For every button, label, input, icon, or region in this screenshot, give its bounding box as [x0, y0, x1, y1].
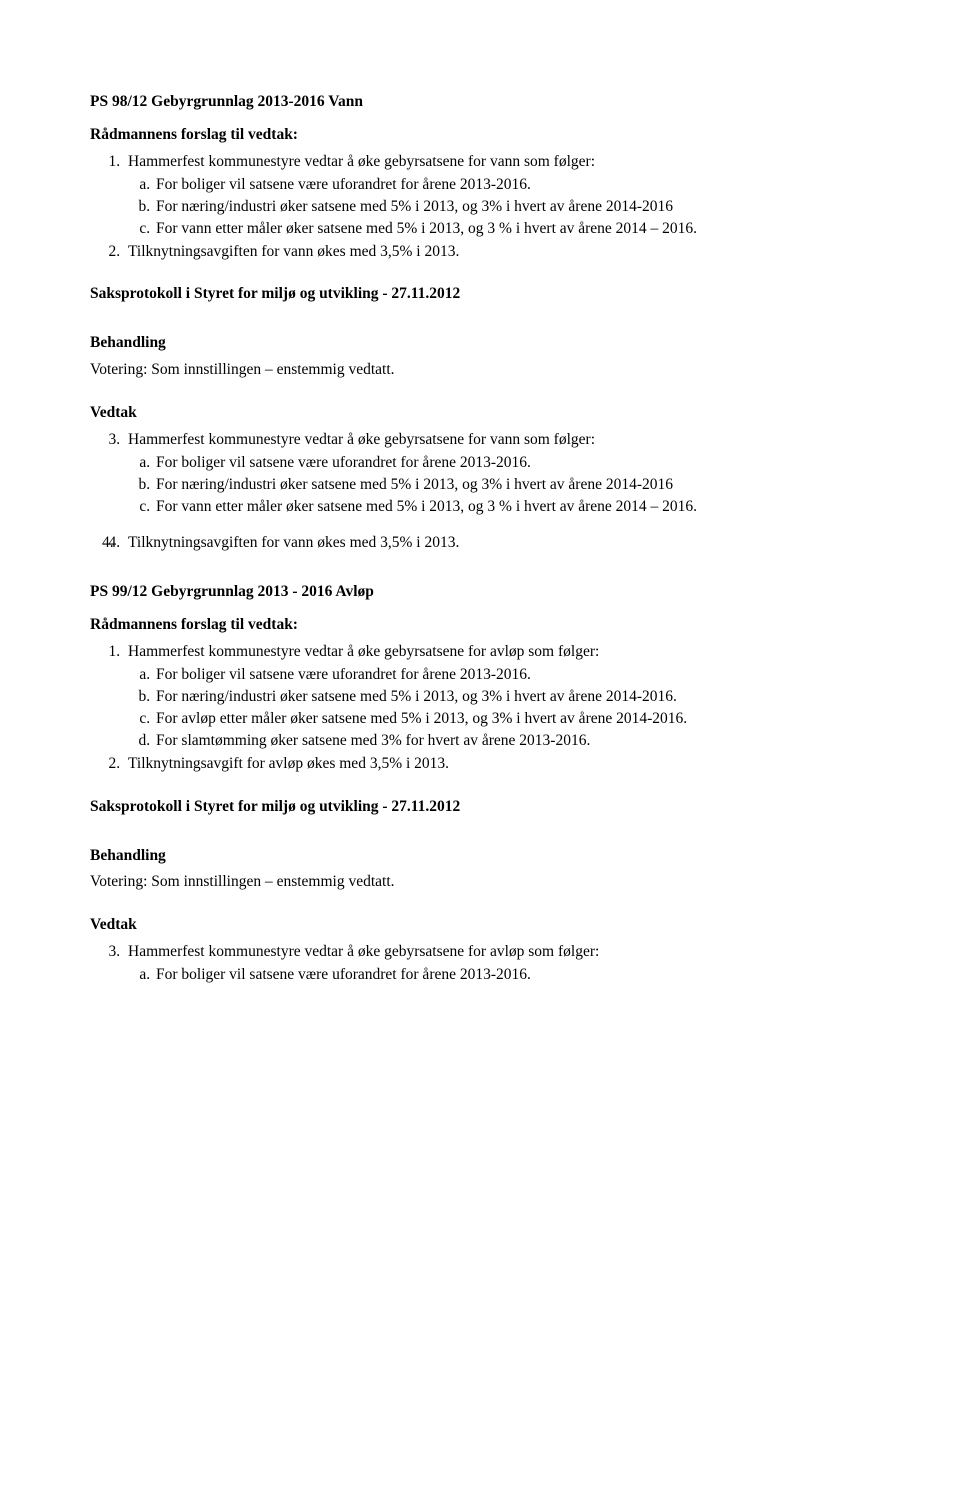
ps99-forslag-1b: For næring/industri øker satsene med 5% … — [154, 687, 870, 708]
ps98-vedtak-item3: Hammerfest kommunestyre vedtar å øke geb… — [124, 430, 870, 518]
ps98-forslag-1c: For vann etter måler øker satsene med 5%… — [154, 219, 870, 240]
ps98-behandling-label: Behandling — [90, 333, 870, 354]
ps99-vedtak-item3-text: Hammerfest kommunestyre vedtar å øke geb… — [128, 943, 599, 960]
ps99-title: PS 99/12 Gebyrgrunnlag 2013 - 2016 Avløp — [90, 582, 870, 603]
ps98-vedtak-list: Hammerfest kommunestyre vedtar å øke geb… — [90, 430, 870, 518]
ps98-vedtak-label: Vedtak — [90, 403, 870, 424]
ps99-forslag-item2: Tilknytningsavgift for avløp økes med 3,… — [124, 754, 870, 775]
ps98-vedtak-item3-text: Hammerfest kommunestyre vedtar å øke geb… — [128, 431, 595, 448]
ps99-forslag-list: Hammerfest kommunestyre vedtar å øke geb… — [90, 642, 870, 775]
ps98-forslag-1b: For næring/industri øker satsene med 5% … — [154, 197, 870, 218]
ps99-forslag-1d: For slamtømming øker satsene med 3% for … — [154, 731, 870, 752]
ps98-forslag-item2: Tilknytningsavgiften for vann økes med 3… — [124, 242, 870, 263]
ps98-vedtak-list4: Tilknytningsavgiften for vann økes med 3… — [90, 533, 870, 554]
ps98-forslag-label: Rådmannens forslag til vedtak: — [90, 125, 870, 146]
ps99-behandling-label: Behandling — [90, 846, 870, 867]
ps98-forslag-list: Hammerfest kommunestyre vedtar å øke geb… — [90, 152, 870, 263]
ps98-forslag-1a: For boliger vil satsene være uforandret … — [154, 175, 870, 196]
ps98-forslag-item1-text: Hammerfest kommunestyre vedtar å øke geb… — [128, 153, 595, 170]
ps98-title: PS 98/12 Gebyrgrunnlag 2013-2016 Vann — [90, 92, 870, 113]
ps99-vedtak-item3: Hammerfest kommunestyre vedtar å øke geb… — [124, 942, 870, 986]
ps98-vedtak-3b: For næring/industri øker satsene med 5% … — [154, 475, 870, 496]
ps98-vedtak-3a: For boliger vil satsene være uforandret … — [154, 453, 870, 474]
ps99-forslag-1c: For avløp etter måler øker satsene med 5… — [154, 709, 870, 730]
ps99-forslag-label: Rådmannens forslag til vedtak: — [90, 615, 870, 636]
ps99-vedtak-label: Vedtak — [90, 915, 870, 936]
ps99-forslag-item1-text: Hammerfest kommunestyre vedtar å øke geb… — [128, 643, 599, 660]
ps99-forslag-item1: Hammerfest kommunestyre vedtar å øke geb… — [124, 642, 870, 752]
ps98-vedtak-sublist: For boliger vil satsene være uforandret … — [128, 453, 870, 518]
ps99-forslag-1a: For boliger vil satsene være uforandret … — [154, 665, 870, 686]
ps99-votering: Votering: Som innstillingen – enstemmig … — [90, 872, 870, 893]
ps98-saksprotokoll: Saksprotokoll i Styret for miljø og utvi… — [90, 284, 870, 305]
ps99-vedtak-3a: For boliger vil satsene være uforandret … — [154, 965, 870, 986]
ps98-vedtak-item4: Tilknytningsavgiften for vann økes med 3… — [124, 533, 870, 554]
ps99-saksprotokoll: Saksprotokoll i Styret for miljø og utvi… — [90, 797, 870, 818]
ps99-forslag-sublist: For boliger vil satsene være uforandret … — [128, 665, 870, 752]
ps99-vedtak-list: Hammerfest kommunestyre vedtar å øke geb… — [90, 942, 870, 986]
ps98-forslag-sublist: For boliger vil satsene være uforandret … — [128, 175, 870, 240]
ps98-vedtak-3c: For vann etter måler øker satsene med 5%… — [154, 497, 870, 518]
ps98-votering: Votering: Som innstillingen – enstemmig … — [90, 360, 870, 381]
ps99-vedtak-sublist: For boliger vil satsene være uforandret … — [128, 965, 870, 986]
ps98-forslag-item1: Hammerfest kommunestyre vedtar å øke geb… — [124, 152, 870, 240]
